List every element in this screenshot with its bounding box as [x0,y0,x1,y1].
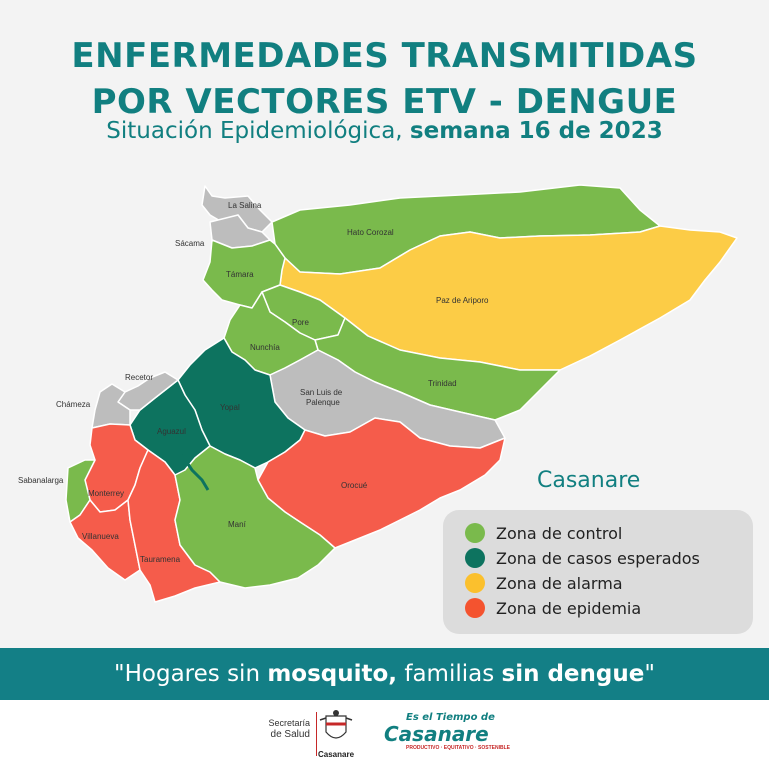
subtitle: Situación Epidemiológica, semana 16 de 2… [0,118,769,144]
tiempo-top-text: Es el Tiempo de [406,712,495,723]
label-tauramena: Tauramena [140,555,181,564]
label-nunchia: Nunchía [250,343,280,352]
legend-dot-control [465,523,485,543]
slogan-part-3: " [644,661,655,687]
label-recetor: Recetor [125,373,153,382]
map-legend: Zona de control Zona de casos esperados … [443,510,753,634]
label-sabanalarga: Sabanalarga [18,476,64,485]
label-paz-de-ariporo: Paz de Ariporo [436,296,489,305]
subtitle-week: semana 16 de 2023 [409,118,663,144]
legend-item-control: Zona de control [465,521,622,545]
label-sacama: Sácama [175,239,205,248]
title-line-1: ENFERMEDADES TRANSMITIDAS [71,36,698,76]
legend-item-alarma: Zona de alarma [465,571,623,595]
label-orocue: Orocué [341,481,368,490]
department-name: Casanare [537,468,641,493]
secretaria-line-2: de Salud [270,729,310,740]
label-aguazul: Aguazul [157,427,186,436]
label-san-luis-1: San Luis de [300,388,343,397]
slogan-band: "Hogares sin mosquito, familias sin deng… [0,648,769,700]
legend-item-epidemia: Zona de epidemia [465,596,641,620]
casanare-crest-logo [319,710,353,739]
label-trinidad: Trinidad [428,379,457,388]
label-tamara: Támara [226,270,254,279]
footer-divider [316,712,317,756]
region-mani [174,445,336,589]
slogan-part-2: familias [397,661,502,687]
label-villanueva: Villanueva [82,532,119,541]
footer [0,700,769,768]
subtitle-prefix: Situación Epidemiológica, [106,118,410,144]
label-chameza: Chámeza [56,400,91,409]
slogan-bold-1: mosquito, [267,661,398,687]
legend-dot-esperados [465,548,485,568]
legend-label-esperados: Zona de casos esperados [496,548,700,568]
es-el-tiempo-logo: Es el Tiempo de Casanare PRODUCTIVO · EQ… [384,712,511,751]
river-line [180,454,210,491]
legend-dot-epidemia [465,598,485,618]
secretaria-de-salud-text: Secretaría de Salud [255,718,310,740]
page-title: ENFERMEDADES TRANSMITIDAS POR VECTORES E… [0,33,769,125]
casanare-map: La Salina Sácama Hato Corozal Támara Paz… [18,184,738,603]
crest-label: Casanare [318,750,355,759]
label-mani: Maní [228,520,247,529]
legend-label-alarma: Zona de alarma [496,573,623,593]
tiempo-main-text: Casanare [384,722,489,746]
label-san-luis-2: Palenque [306,398,340,407]
legend-item-esperados: Zona de casos esperados [465,546,700,570]
region-chameza [91,383,131,429]
slogan-bold-2: sin dengue [501,661,645,687]
label-hato-corozal: Hato Corozal [347,228,394,237]
secretaria-line-1: Secretaría [268,718,310,728]
legend-dot-alarma [465,573,485,593]
slogan-part-1: "Hogares sin [114,661,268,687]
title-line-2: POR VECTORES ETV - DENGUE [91,82,678,122]
label-pore: Pore [292,318,309,327]
legend-label-epidemia: Zona de epidemia [496,598,642,618]
label-yopal: Yopal [220,403,240,412]
legend-label-control: Zona de control [496,523,623,543]
tiempo-tagline: PRODUCTIVO · EQUITATIVO · SOSTENIBLE [406,745,511,751]
label-la-salina: La Salina [228,201,262,210]
label-monterrey: Monterrey [88,489,124,498]
